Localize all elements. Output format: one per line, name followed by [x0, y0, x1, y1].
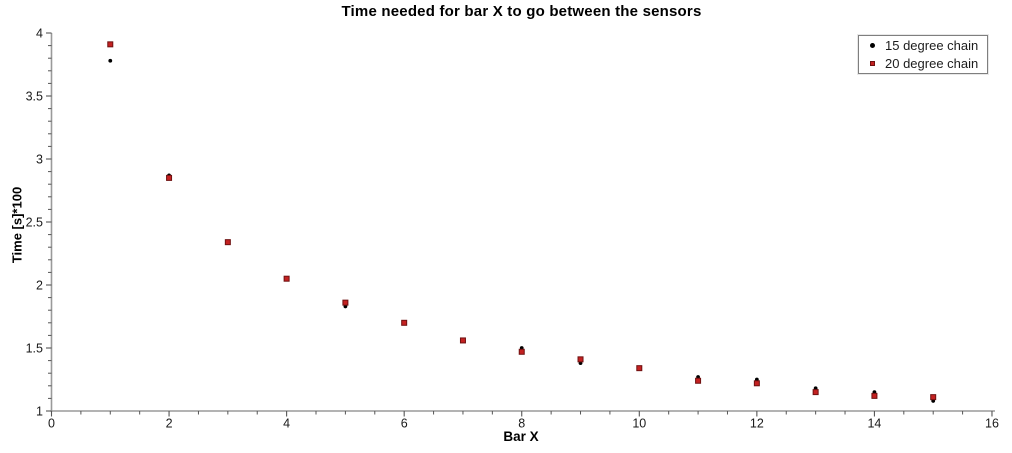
- data-point-15-degree-chain-x1: [108, 58, 113, 63]
- x-tick-label: 2: [166, 417, 173, 431]
- legend-item-20-degree-chain: 20 degree chain: [859, 55, 987, 72]
- legend-marker-cell: [859, 61, 885, 66]
- data-point-20-degree-chain-x14: [871, 392, 878, 399]
- y-tick-label: 1: [36, 405, 43, 419]
- data-point-20-degree-chain-x8: [518, 348, 525, 355]
- y-tick-label: 2.5: [26, 216, 43, 230]
- chart-title: Time needed for bar X to go between the …: [341, 3, 702, 20]
- data-point-20-degree-chain-x9: [577, 356, 584, 363]
- x-tick-label: 8: [518, 417, 525, 431]
- x-tick-label: 4: [283, 417, 290, 431]
- y-tick-label: 4: [36, 27, 43, 41]
- x-tick-label: 12: [750, 417, 764, 431]
- y-axis-title: Time [s]*100: [9, 186, 25, 264]
- y-tick-label: 3: [36, 153, 43, 167]
- y-tick-label: 3.5: [26, 90, 43, 104]
- data-point-20-degree-chain-x11: [695, 377, 702, 384]
- square-marker-icon: [869, 61, 875, 66]
- x-tick-label: 6: [401, 417, 408, 431]
- data-point-20-degree-chain-x3: [224, 239, 231, 246]
- data-point-20-degree-chain-x2: [166, 174, 173, 181]
- x-tick-label: 0: [48, 417, 55, 431]
- x-axis-title: Bar X: [503, 429, 539, 444]
- data-point-20-degree-chain-x5: [342, 299, 349, 306]
- legend-marker-cell: [859, 43, 885, 48]
- y-tick-label: 2: [36, 279, 43, 293]
- data-point-20-degree-chain-x6: [401, 319, 408, 326]
- data-point-20-degree-chain-x15: [930, 394, 937, 401]
- data-point-20-degree-chain-x1: [107, 41, 114, 48]
- data-point-20-degree-chain-x4: [283, 275, 290, 282]
- circle-marker-icon: [869, 43, 875, 48]
- data-point-20-degree-chain-x10: [636, 365, 643, 372]
- legend: 15 degree chain 20 degree chain: [858, 35, 988, 74]
- legend-label: 15 degree chain: [885, 38, 979, 53]
- y-tick-label: 1.5: [26, 342, 43, 356]
- x-tick-label: 14: [867, 417, 881, 431]
- x-tick-label: 16: [985, 417, 999, 431]
- x-tick-label: 10: [632, 417, 646, 431]
- data-point-20-degree-chain-x12: [753, 380, 760, 387]
- data-point-20-degree-chain-x13: [812, 389, 819, 396]
- legend-label: 20 degree chain: [885, 56, 979, 71]
- data-point-20-degree-chain-x7: [459, 337, 466, 344]
- legend-item-15-degree-chain: 15 degree chain: [859, 37, 987, 54]
